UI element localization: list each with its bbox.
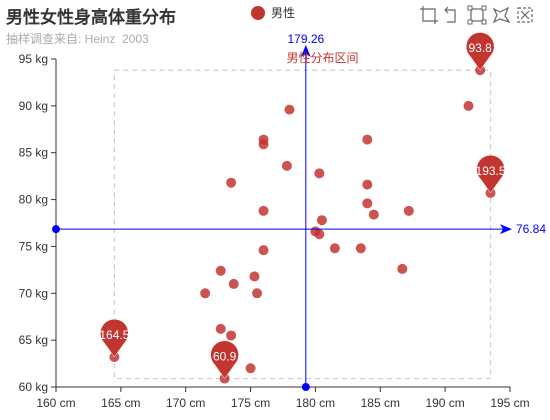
- data-point: [281, 160, 292, 171]
- y-tick-label: 65 kg: [19, 333, 48, 347]
- rect-select-icon[interactable]: [467, 5, 487, 25]
- x-tick-label: 185 cm: [361, 396, 400, 410]
- x-tick-label: 190 cm: [425, 396, 464, 410]
- data-point: [215, 323, 226, 334]
- legend-label: 男性: [271, 6, 296, 20]
- clear-select-icon[interactable]: [515, 5, 535, 25]
- chart-subtitle: 抽样调查来自: Heinz 2003: [6, 32, 149, 46]
- data-point: [362, 134, 373, 145]
- data-point: [226, 330, 237, 341]
- zoom-icon[interactable]: [419, 5, 439, 25]
- data-point: [215, 265, 226, 276]
- data-point: [258, 205, 269, 216]
- zoom-reset-icon[interactable]: [443, 5, 463, 25]
- data-point: [362, 198, 373, 209]
- x-tick-label: 195 cm: [490, 396, 529, 410]
- data-point: [403, 205, 414, 216]
- mean-x-label: 179.26: [287, 32, 324, 46]
- pin-marker: [476, 154, 505, 194]
- data-point: [362, 179, 373, 190]
- mark-area-label: 男性分布区间: [286, 51, 358, 65]
- lasso-select-icon[interactable]: [491, 5, 511, 25]
- x-tick-label: 175 cm: [231, 396, 270, 410]
- data-point: [228, 278, 239, 289]
- mean-y-arrow: [500, 224, 512, 235]
- x-tick-label: 170 cm: [166, 396, 205, 410]
- data-point: [226, 177, 237, 188]
- data-point: [314, 168, 325, 179]
- pin-label: 164.5: [99, 328, 129, 342]
- y-tick-label: 90 kg: [19, 99, 48, 113]
- data-point: [249, 271, 260, 282]
- y-tick-label: 80 kg: [19, 193, 48, 207]
- y-tick-label: 85 kg: [19, 146, 48, 160]
- y-tick-label: 95 kg: [19, 52, 48, 66]
- y-tick-label: 75 kg: [19, 239, 48, 253]
- chart-title: 男性女性身高体重分布: [6, 8, 176, 27]
- data-point: [463, 100, 474, 111]
- legend-marker: [251, 5, 265, 20]
- data-point: [258, 134, 269, 145]
- pin-marker: [210, 340, 239, 379]
- mean-y-label: 76.84: [516, 222, 546, 236]
- pin-label: 60.9: [213, 350, 237, 364]
- legend-item-male[interactable]: 男性: [251, 4, 295, 21]
- data-point: [200, 288, 211, 299]
- toolbox: [419, 5, 535, 25]
- mean-x-start: [301, 383, 310, 391]
- data-point: [258, 245, 269, 256]
- mark-area: [113, 69, 492, 380]
- x-tick-label: 160 cm: [36, 396, 75, 410]
- data-point: [284, 104, 295, 115]
- mean-x-arrow: [300, 45, 311, 57]
- data-point: [245, 363, 256, 374]
- x-tick-label: 180 cm: [296, 396, 335, 410]
- data-point: [252, 288, 263, 299]
- x-tick-label: 165 cm: [101, 396, 140, 410]
- data-point: [316, 215, 327, 226]
- data-point: [368, 209, 379, 220]
- data-point: [355, 243, 366, 254]
- data-point: [329, 243, 340, 254]
- pin-marker: [100, 318, 129, 358]
- mean-y-start: [52, 225, 60, 234]
- pin-label: 93.8: [468, 41, 492, 55]
- pin-label: 193.5: [476, 164, 506, 178]
- data-point: [397, 263, 408, 274]
- data-point: [314, 229, 325, 240]
- y-tick-label: 70 kg: [19, 286, 48, 300]
- y-tick-label: 60 kg: [19, 380, 48, 394]
- pin-marker: [465, 32, 495, 71]
